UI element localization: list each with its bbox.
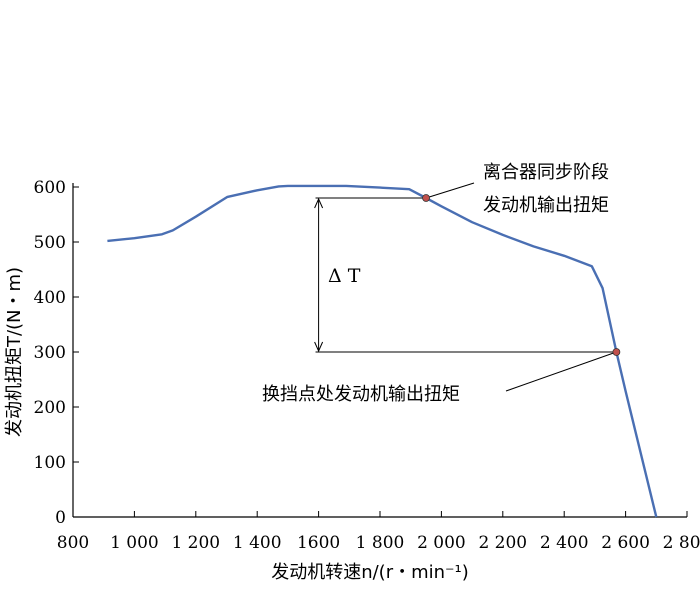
x-tick-label: 2 200 xyxy=(478,533,527,553)
x-tick-label: 1 800 xyxy=(356,533,405,553)
x-tick-label: 2 000 xyxy=(417,533,466,553)
x-tick-label: 1 000 xyxy=(110,533,159,553)
x-tick-label: 2 400 xyxy=(540,533,589,553)
x-tick-label: 1 200 xyxy=(171,533,220,553)
delta-t-arrow-head-bottom xyxy=(314,341,324,353)
y-tick-label: 500 xyxy=(34,233,66,253)
x-axis-title: 发动机转速n/(r・min⁻¹) xyxy=(271,562,469,583)
x-tick-label: 2 800 xyxy=(663,533,700,553)
sync-label-line1: 离合器同步阶段 xyxy=(483,162,609,183)
y-tick-label: 0 xyxy=(55,508,66,528)
delta-t-arrow-head-top xyxy=(314,197,324,209)
shift-label: 换挡点处发动机输出扭矩 xyxy=(262,384,460,405)
data-point-marker xyxy=(612,348,621,356)
x-tick-label: 1600 xyxy=(297,533,340,553)
x-tick-label: 800 xyxy=(57,533,89,553)
y-axis-title: 发动机扭矩T/(N・m) xyxy=(4,267,25,437)
reference-lines xyxy=(314,182,617,392)
x-tick-label: 1 400 xyxy=(233,533,282,553)
sync-label-leader xyxy=(425,182,475,199)
series-layer xyxy=(107,184,658,518)
axes: 800 1 000 1 200 1 400 1600 1 800 2 000 2 200 2 4… xyxy=(34,178,700,553)
shift-label-leader xyxy=(505,351,617,392)
x-tick-label: 2 600 xyxy=(601,533,650,553)
sync-label-line2: 发动机输出扭矩 xyxy=(483,195,609,216)
y-tick-label: 600 xyxy=(34,178,66,198)
markers-layer xyxy=(422,194,621,356)
y-tick-label: 100 xyxy=(34,453,66,473)
torque-curve xyxy=(107,184,658,518)
y-axis-title-group: 发动机扭矩T/(N・m) xyxy=(4,267,25,437)
data-point-marker xyxy=(422,194,430,202)
y-tick-label: 200 xyxy=(34,398,66,418)
y-tick-label: 400 xyxy=(34,288,66,308)
y-tick-label: 300 xyxy=(34,343,66,363)
delta-t-label: Δ T xyxy=(328,265,361,287)
